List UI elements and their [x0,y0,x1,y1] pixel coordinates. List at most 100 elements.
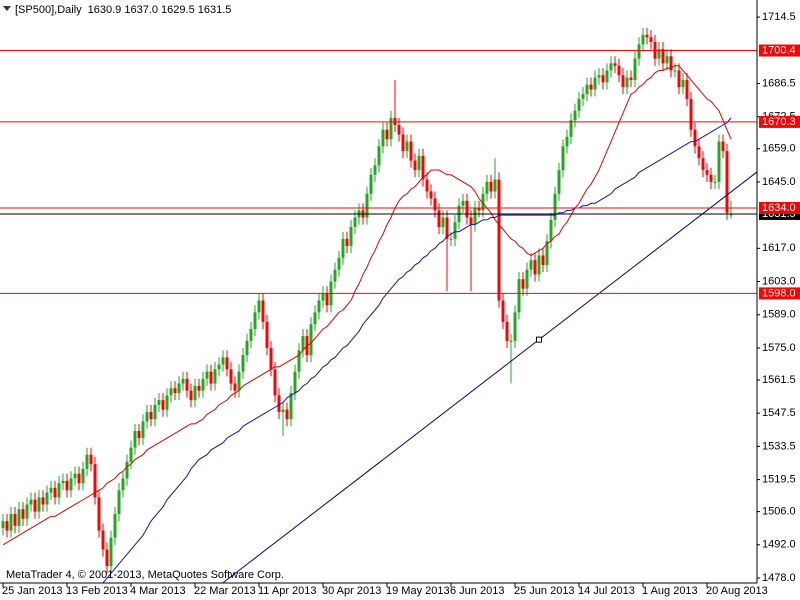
candle-body [633,58,637,80]
candle-body [501,300,505,322]
candle-body [601,75,605,83]
candle-body [561,146,565,171]
candle-body [529,260,533,270]
candle-body [441,217,445,227]
candle-body [217,364,221,370]
candle-body [345,238,349,246]
ohlc-values: 1630.9 1637.0 1629.5 1631.5 [88,4,232,16]
candle-body [397,124,401,135]
candle-body [129,447,133,462]
candle-body [189,390,193,401]
candle-body [13,513,17,526]
x-tick-label: 25 Jun 2013 [514,585,575,597]
candle-body [577,98,581,111]
candle-body [593,77,597,90]
candle-body [81,468,85,484]
candle-body [137,430,141,439]
candle-body [9,513,13,531]
moving-average [102,117,732,584]
candle-body [185,378,189,391]
candle-body [641,34,645,45]
candle-body [321,293,325,301]
candle-body [505,321,509,341]
candle-body [553,193,557,220]
candle-body [625,77,629,88]
y-tick-label: 1603.0 [762,275,796,287]
candle-body [93,464,97,498]
candle-body [493,179,497,192]
candle-body [637,44,641,59]
moving-average [2,65,732,546]
candle-body [337,257,341,270]
candle-body [473,208,477,225]
level-box [759,44,800,57]
candle-body [581,94,585,99]
candle-body [157,400,161,405]
candle-body [333,269,337,282]
menu-triangle [3,6,11,11]
y-tick-label: 1617.0 [762,242,796,254]
candle-body [705,170,709,175]
candle-body [605,70,609,83]
candle-body [549,219,553,242]
candle-body [489,181,493,192]
candle-body [585,84,589,95]
candle-body [265,321,269,348]
candle-body [145,411,149,422]
candle-body [621,75,625,88]
y-tick-label: 1547.5 [762,407,796,419]
y-tick-label: 1506.0 [762,506,796,518]
x-tick-label: 20 Aug 2013 [706,585,768,597]
x-tick-label: 4 Mar 2013 [130,585,186,597]
candle-body [401,134,405,152]
candle-body [405,141,409,152]
candle-body [133,430,137,448]
candle-body [629,77,633,80]
candle-body [1,521,5,529]
candle-body [249,328,253,341]
candle-body [677,70,681,88]
candle-body [421,155,425,180]
candle-body [225,357,229,370]
candle-body [17,509,21,526]
candle-body [277,395,281,412]
candle-body [105,549,109,567]
candle-body [661,49,665,64]
candle-body [673,70,677,72]
candle-body [565,136,569,147]
candle-body [377,146,381,166]
candle-body [113,513,117,538]
candle-body [713,181,717,183]
candle-body [261,300,265,322]
candle-body [369,174,373,194]
candle-body [557,170,561,194]
candle-body [341,238,345,258]
y-tick-label: 1533.5 [762,440,796,452]
candle-body [389,117,393,140]
x-tick-label: 6 Jun 2013 [450,585,504,597]
candle-body [289,393,293,420]
candle-body [149,411,153,420]
trendline-anchor [536,336,542,343]
candle-body [485,181,489,194]
candle-body [425,179,429,192]
y-tick-label: 1645.0 [762,176,796,188]
candle-body [513,312,517,341]
candle-body [73,473,77,479]
candle-body [49,487,53,493]
candle-body [29,499,33,505]
candle-body [409,141,413,161]
candle-body [161,400,165,410]
candle-body [613,63,617,66]
candle-body [521,279,525,289]
candle-body [241,355,245,372]
x-tick-label: 14 Jul 2013 [578,585,635,597]
candle-body [221,357,225,365]
candle-body [269,347,273,370]
candle-body [285,409,289,420]
candle-body [365,193,369,218]
x-tick-label: 13 Feb 2013 [66,585,128,597]
candle-body [573,110,577,121]
